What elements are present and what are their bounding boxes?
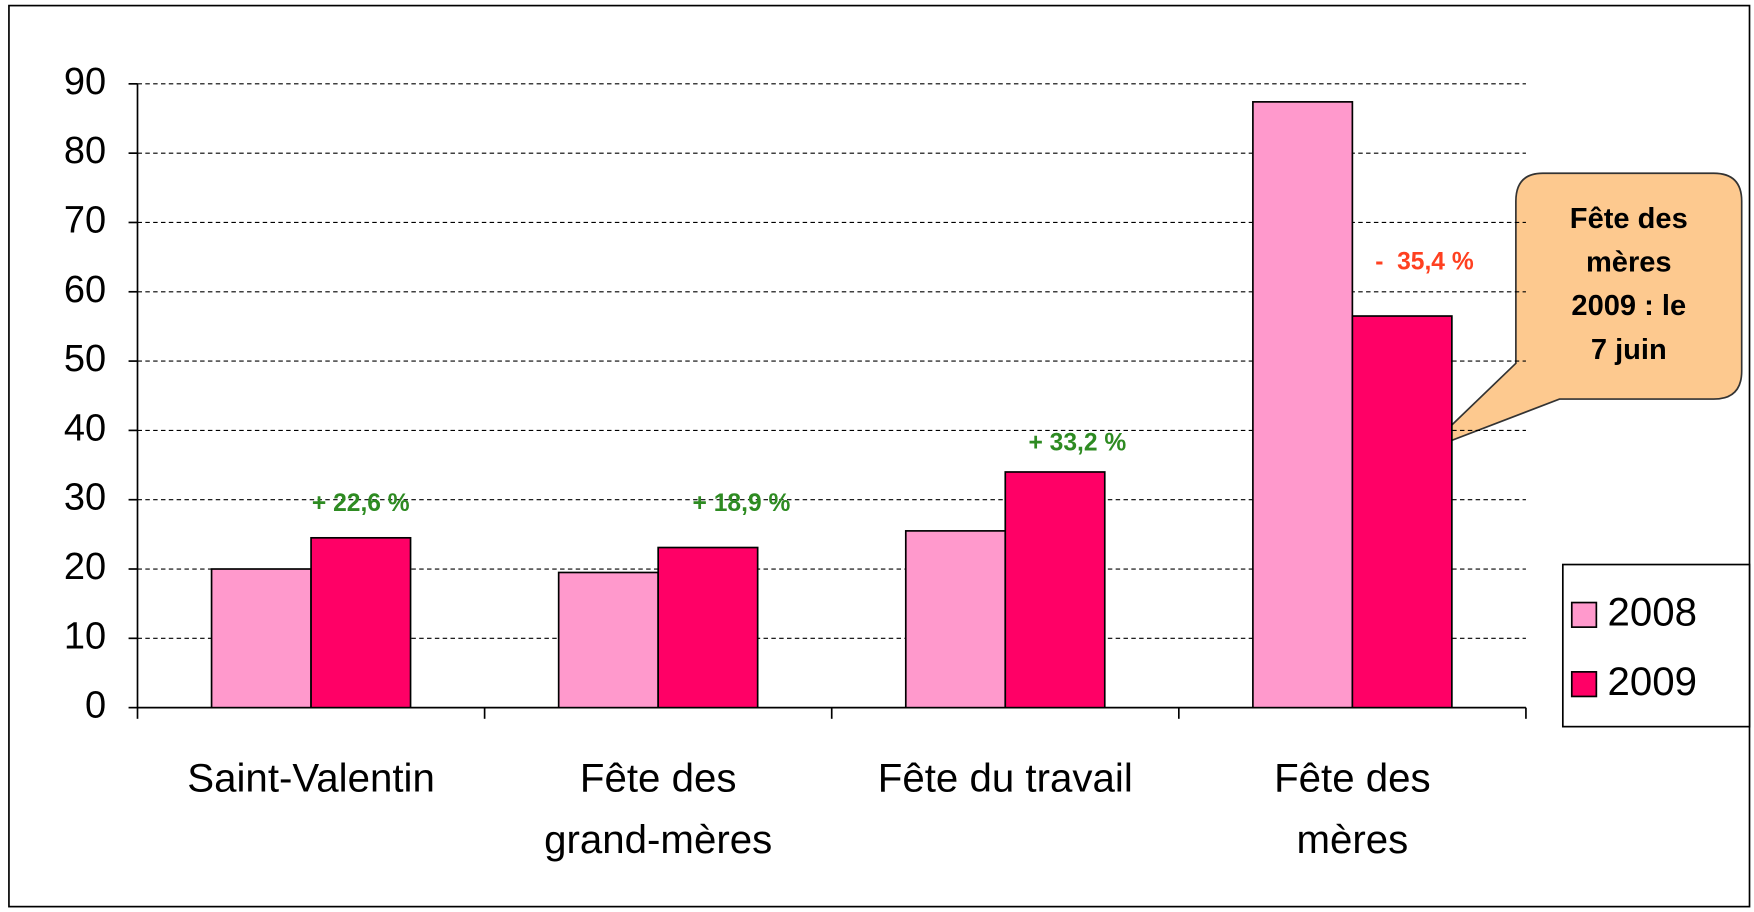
bar [1351,315,1453,709]
y-tick-label: 70 [64,199,106,241]
y-tick-label: 20 [64,546,106,588]
legend-label: 2009 [1608,659,1698,704]
annotation: + 18,9 % [692,488,791,517]
annotation: + 33,2 % [1028,428,1127,457]
legend-label: 2008 [1608,589,1698,634]
frame [8,4,1751,908]
bar [1252,101,1354,709]
y-tick-label: 80 [64,130,106,172]
x-tick-label: Saint-Valentin [187,754,435,801]
y-tick-label: 90 [64,61,106,103]
bar [210,568,312,709]
y-tick-label: 10 [64,615,106,657]
legend-box [1561,563,1751,728]
bar [310,536,412,709]
y-tick-label: 50 [64,338,106,380]
bar [904,530,1007,709]
annotation: + 22,6 % [311,488,410,517]
bar [657,546,759,709]
bar [1004,471,1106,709]
x-tick-label: Fête du travail [877,754,1133,801]
callout-text: Fête des mères 2009 : le 7 juin [1569,201,1688,366]
legend-swatch [1570,671,1598,698]
bar [557,571,660,709]
legend-swatch [1570,601,1598,628]
x-tick-label: Fête des mères [1274,754,1431,862]
y-tick-label: 30 [64,477,106,519]
annotation: - 35,4 % [1375,246,1474,275]
callout-box [1424,172,1743,452]
y-tick-label: 40 [64,407,106,449]
y-tick-label: 60 [64,269,106,311]
y-tick-label: 0 [85,685,106,727]
x-tick-label: Fête des grand-mères [544,754,773,862]
